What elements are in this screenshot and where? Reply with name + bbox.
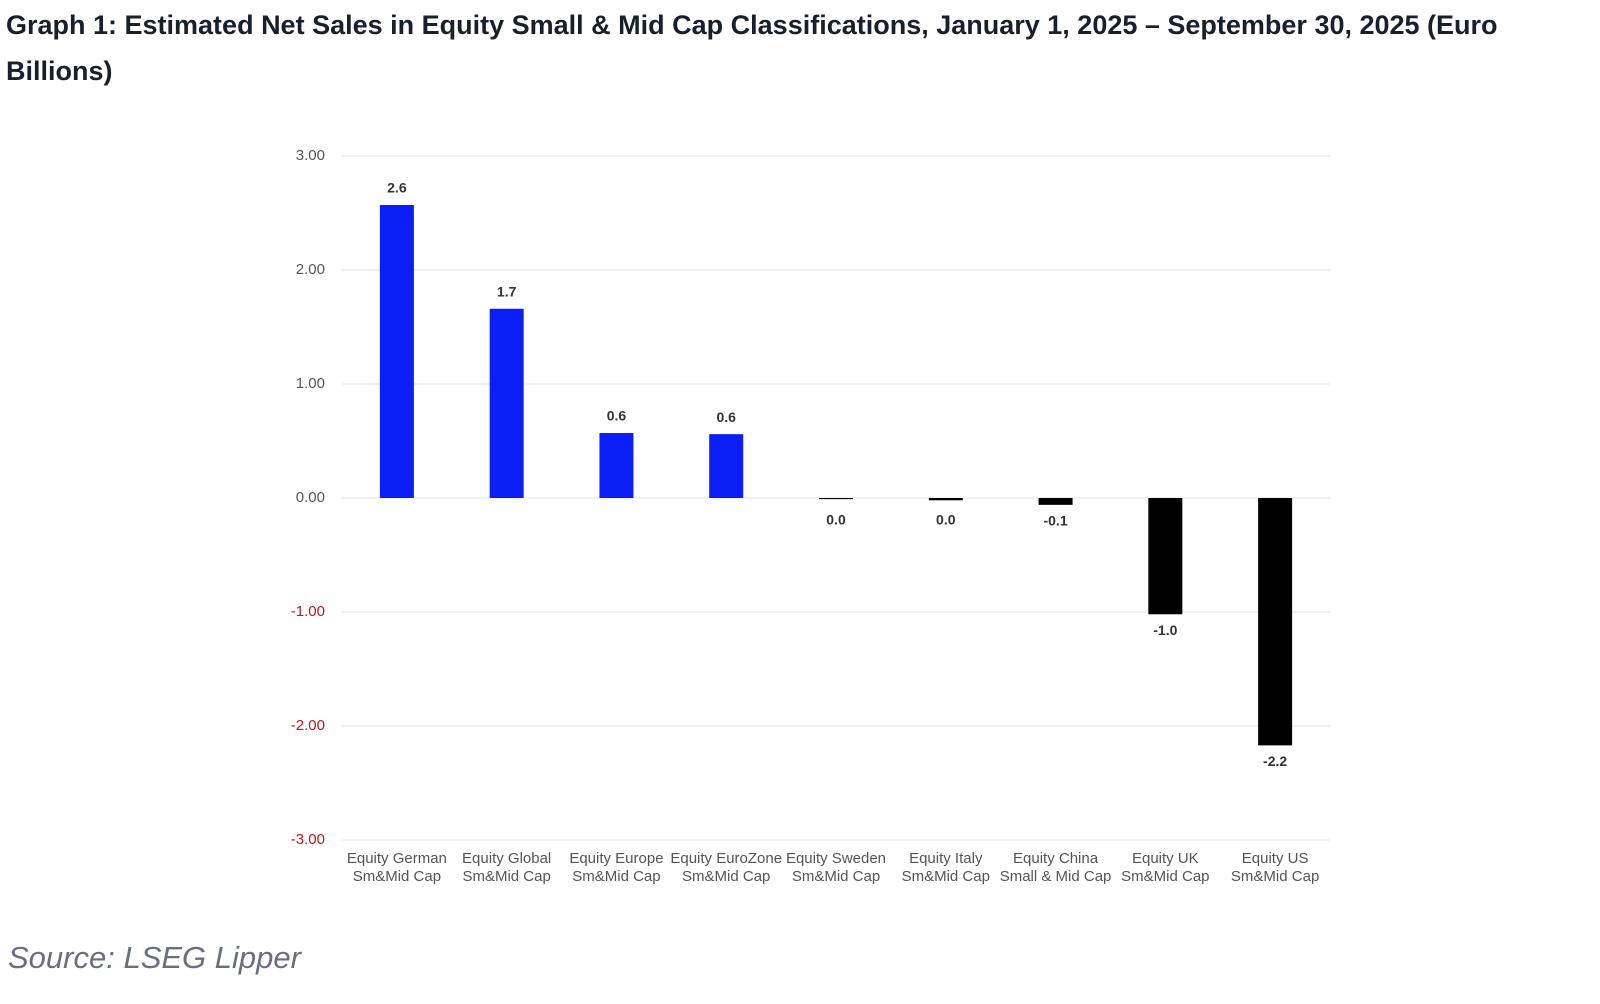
bar	[599, 433, 634, 498]
bar	[379, 205, 414, 498]
y-tick-label: 2.00	[296, 261, 325, 278]
value-label: 0.6	[607, 408, 627, 424]
value-label: 0.0	[826, 512, 846, 528]
y-tick-label: 3.00	[296, 147, 325, 164]
x-tick-label: Equity EuroZone Sm&Mid Cap	[670, 850, 783, 885]
bar	[709, 434, 744, 498]
x-tick-label: Equity US Sm&Mid Cap	[1230, 850, 1320, 885]
x-tick-label: Equity Sweden Sm&Mid Cap	[785, 850, 887, 885]
x-tick-label: Equity UK Sm&Mid Cap	[1121, 850, 1210, 885]
x-tick-label: Equity Global Sm&Mid Cap	[462, 850, 552, 885]
x-tick-label: Equity China Small & Mid Cap	[999, 850, 1112, 885]
y-tick-label: 1.00	[296, 375, 325, 392]
y-tick-label: -3.00	[291, 831, 325, 848]
value-label: 0.0	[936, 512, 956, 528]
value-label: -1.0	[1153, 622, 1177, 638]
bar	[1038, 498, 1073, 505]
y-tick-label: 0.00	[296, 489, 325, 506]
value-label: 1.7	[497, 283, 517, 299]
source-note: Source: LSEG Lipper	[8, 940, 301, 975]
value-label: 0.6	[716, 409, 736, 425]
bar	[1258, 498, 1293, 746]
bar	[1148, 498, 1183, 615]
x-tick-label: Equity Italy Sm&Mid Cap	[901, 850, 990, 885]
y-tick-label: -1.00	[291, 603, 325, 620]
bar	[819, 498, 853, 500]
value-label: -2.2	[1263, 753, 1287, 769]
y-tick-label: -2.00	[291, 717, 325, 734]
chart-title: Graph 1: Estimated Net Sales in Equity S…	[6, 10, 1498, 86]
value-label: -0.1	[1043, 513, 1067, 529]
value-label: 2.6	[387, 180, 407, 196]
bar	[928, 498, 963, 501]
x-tick-label: Equity German Sm&Mid Cap	[346, 850, 447, 885]
x-tick-label: Equity Europe Sm&Mid Cap	[569, 850, 664, 885]
bar	[489, 308, 524, 498]
